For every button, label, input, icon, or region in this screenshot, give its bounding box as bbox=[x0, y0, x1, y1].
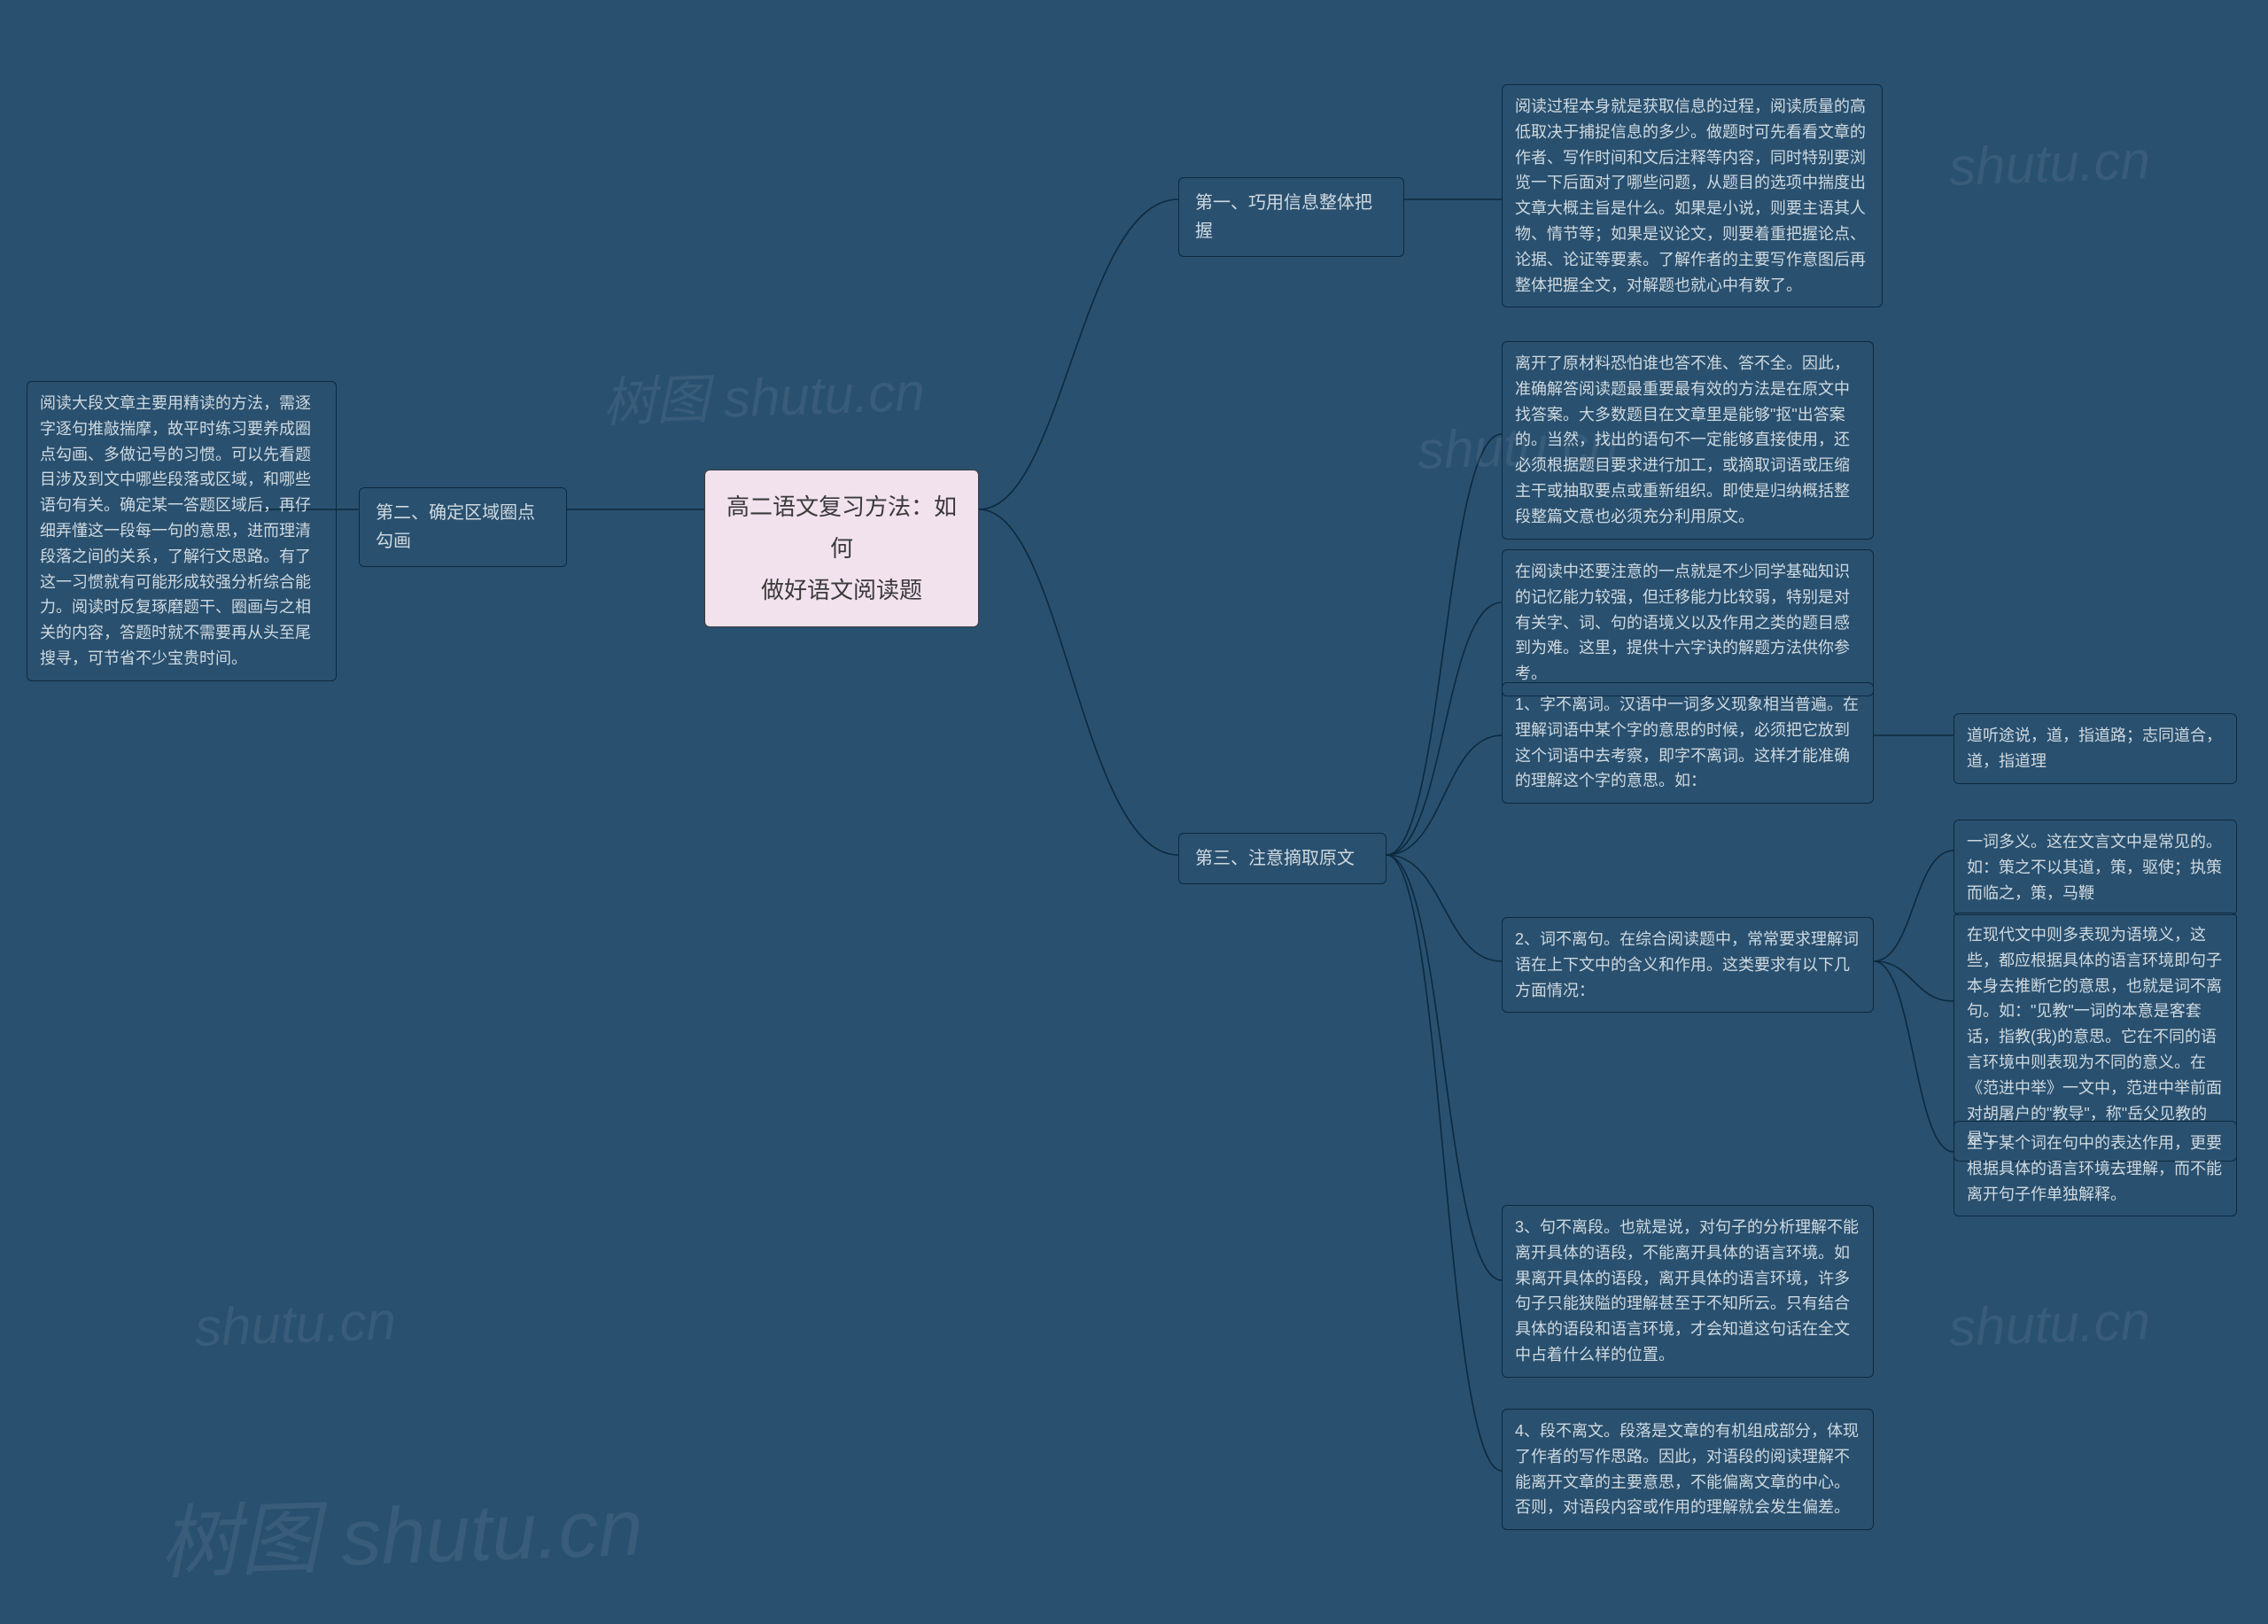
branch2-detail-text: 阅读大段文章主要用精读的方法，需逐字逐句推敲揣摩，故平时练习要养成圈点勾画、多做… bbox=[40, 394, 311, 667]
connector-lines bbox=[0, 0, 2268, 1624]
branch3-d2-text: 在阅读中还要注意的一点就是不少同学基础知识的记忆能力较强，但迁移能力比较弱，特别… bbox=[1515, 563, 1850, 682]
branch3-d1: 离开了原材料恐怕谁也答不准、答不全。因此，准确解答阅读题最重要最有效的方法是在原… bbox=[1502, 341, 1874, 540]
branch3-p1-example-text: 道听途说，道，指道路；志同道合，道，指道理 bbox=[1967, 727, 2222, 770]
branch3-d1-text: 离开了原材料恐怕谁也答不准、答不全。因此，准确解答阅读题最重要最有效的方法是在原… bbox=[1515, 354, 1850, 525]
branch2-label: 第二、确定区域圈点勾画 bbox=[376, 503, 535, 551]
watermark-text: shutu.cn bbox=[194, 1290, 397, 1358]
branch2-detail: 阅读大段文章主要用精读的方法，需逐字逐句推敲揣摩，故平时练习要养成圈点勾画、多做… bbox=[27, 381, 337, 681]
branch3-p3-text: 3、句不离段。也就是说，对句子的分析理解不能离开具体的语段，不能离开具体的语言环… bbox=[1515, 1218, 1859, 1364]
branch3-p2-text: 2、词不离句。在综合阅读题中，常常要求理解词语在上下文中的含义和作用。这类要求有… bbox=[1515, 930, 1859, 999]
watermark-text: 树图 shutu.cn bbox=[602, 349, 926, 438]
branch1-label: 第一、巧用信息整体把握 bbox=[1195, 193, 1372, 241]
branch3-p1: 1、字不离词。汉语中一词多义现象相当普遍。在理解词语中某个字的意思的时候，必须把… bbox=[1502, 682, 1874, 804]
branch3-p1-text: 1、字不离词。汉语中一词多义现象相当普遍。在理解词语中某个字的意思的时候，必须把… bbox=[1515, 695, 1859, 789]
branch3-node: 第三、注意摘取原文 bbox=[1178, 833, 1386, 884]
branch3-p1-example: 道听途说，道，指道路；志同道合，道，指道理 bbox=[1953, 713, 2237, 784]
branch1-node: 第一、巧用信息整体把握 bbox=[1178, 177, 1404, 257]
center-line2: 做好语文阅读题 bbox=[761, 577, 922, 603]
branch3-d2: 在阅读中还要注意的一点就是不少同学基础知识的记忆能力较强，但迁移能力比较弱，特别… bbox=[1502, 549, 1874, 696]
branch3-p2-e2-text: 在现代文中则多表现为语境义，这些，都应根据具体的语言环境即句子本身去推断它的意思… bbox=[1967, 926, 2222, 1147]
watermark-text: shutu.cn bbox=[1948, 1290, 2151, 1358]
branch3-p2: 2、词不离句。在综合阅读题中，常常要求理解词语在上下文中的含义和作用。这类要求有… bbox=[1502, 917, 1874, 1013]
branch2-node: 第二、确定区域圈点勾画 bbox=[359, 487, 567, 567]
center-node: 高二语文复习方法：如何 做好语文阅读题 bbox=[704, 470, 979, 627]
center-line1: 高二语文复习方法：如何 bbox=[726, 493, 957, 562]
branch3-p3: 3、句不离段。也就是说，对句子的分析理解不能离开具体的语段，不能离开具体的语言环… bbox=[1502, 1205, 1874, 1378]
branch1-detail-text: 阅读过程本身就是获取信息的过程，阅读质量的高低取决于捕捉信息的多少。做题时可先看… bbox=[1515, 97, 1866, 294]
branch3-p2-e3: 至于某个词在句中的表达作用，更要根据具体的语言环境去理解，而不能离开句子作单独解… bbox=[1953, 1121, 2237, 1216]
watermark-text: 树图 shutu.cn bbox=[158, 1463, 644, 1595]
branch3-label: 第三、注意摘取原文 bbox=[1195, 849, 1355, 868]
branch3-p4-text: 4、段不离文。段落是文章的有机组成部分，体现了作者的写作思路。因此，对语段的阅读… bbox=[1515, 1422, 1859, 1516]
branch3-p2-e1-text: 一词多义。这在文言文中是常见的。如：策之不以其道，策，驱使；执策而临之，策，马鞭 bbox=[1967, 833, 2222, 902]
branch3-p2-e3-text: 至于某个词在句中的表达作用，更要根据具体的语言环境去理解，而不能离开句子作单独解… bbox=[1967, 1134, 2222, 1203]
branch3-p2-e1: 一词多义。这在文言文中是常见的。如：策之不以其道，策，驱使；执策而临之，策，马鞭 bbox=[1953, 820, 2237, 915]
watermark-text: shutu.cn bbox=[1948, 129, 2151, 198]
branch3-p4: 4、段不离文。段落是文章的有机组成部分，体现了作者的写作思路。因此，对语段的阅读… bbox=[1502, 1409, 1874, 1530]
branch1-detail: 阅读过程本身就是获取信息的过程，阅读质量的高低取决于捕捉信息的多少。做题时可先看… bbox=[1502, 84, 1883, 307]
